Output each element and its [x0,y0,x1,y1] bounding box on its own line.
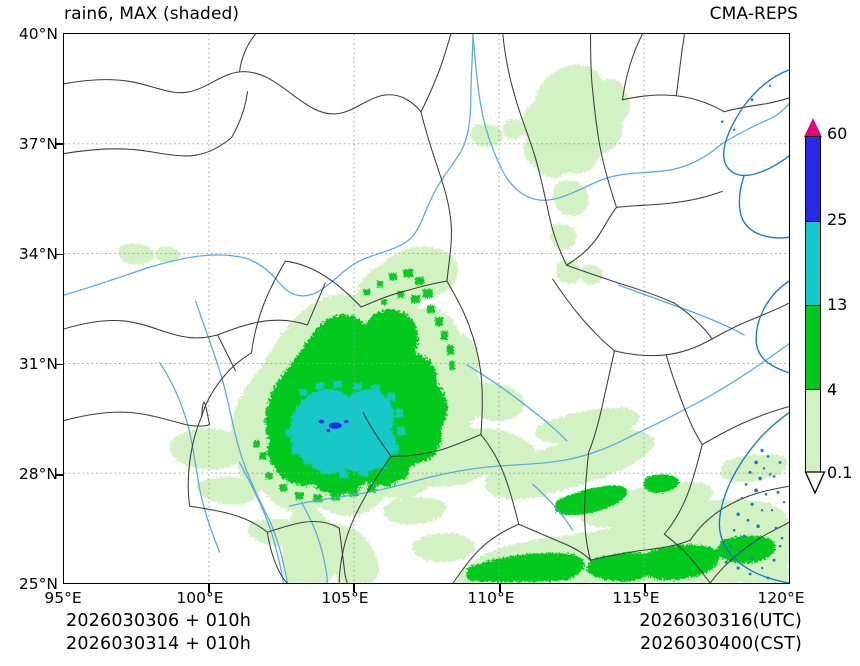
colorbar-divider [806,389,820,391]
x-tick-mark [644,584,646,592]
peak-precip-points [318,419,349,433]
page-title: rain6, MAX (shaded) [64,4,240,24]
lat-lon-gridlines [64,34,789,583]
x-tick-label-115e: 115°E [612,589,660,607]
province-boundaries [64,34,789,583]
rivers [64,34,789,583]
y-tick-label-31n: 31°N [18,355,58,373]
footer-valid-utc: 2026030316(UTC) [639,611,802,631]
y-tick-mark [55,474,63,476]
model-source-label: CMA-REPS [709,4,798,24]
map-clip [64,34,789,583]
map-graphics [64,34,789,583]
colorbar-segment-25-60 [806,137,820,221]
x-tick-label-120e: 120°E [757,589,805,607]
colorbar-divider [806,305,820,307]
y-tick-mark [55,253,63,256]
coastline [718,69,789,583]
colorbar[interactable] [805,136,821,473]
colorbar-label-13: 13 [827,295,848,314]
precipitation-map[interactable] [63,33,790,584]
footer-valid-cst: 2026030400(CST) [639,634,802,654]
colorbar-divider [806,221,820,223]
x-tick-label-105e: 105°E [321,589,369,607]
colorbar-label-4: 4 [827,380,838,399]
y-tick-label-28n: 28°N [18,465,58,483]
coastal-islands [720,84,786,580]
colorbar-over-arrow [804,118,822,137]
colorbar-segment-0.1-4 [806,389,820,473]
colorbar-label-25: 25 [827,210,848,229]
colorbar-under-arrow [804,471,826,495]
colorbar-label-60: 60 [827,124,848,143]
x-tick-mark [499,584,501,592]
precip-shading [118,64,789,583]
x-tick-label-100e: 100°E [176,589,224,607]
x-tick-label-95e: 95°E [44,589,82,607]
y-tick-label-25n: 25°N [18,575,58,593]
y-tick-label-34n: 34°N [18,245,58,263]
y-tick-label-40n: 40°N [18,25,58,43]
footer-init-cst: 2026030314 + 010h [66,634,252,654]
y-tick-mark [55,143,63,145]
colorbar-segment-13-25 [806,221,820,305]
colorbar-label-0.1: 0.1 [827,463,853,482]
y-tick-mark [55,363,63,366]
y-tick-label-37n: 37°N [18,135,58,153]
x-tick-mark [353,584,355,592]
x-tick-mark [208,584,210,592]
colorbar-segment-4-13 [806,305,820,389]
x-tick-label-110e: 110°E [467,589,515,607]
footer-init-utc: 2026030306 + 010h [66,611,252,631]
